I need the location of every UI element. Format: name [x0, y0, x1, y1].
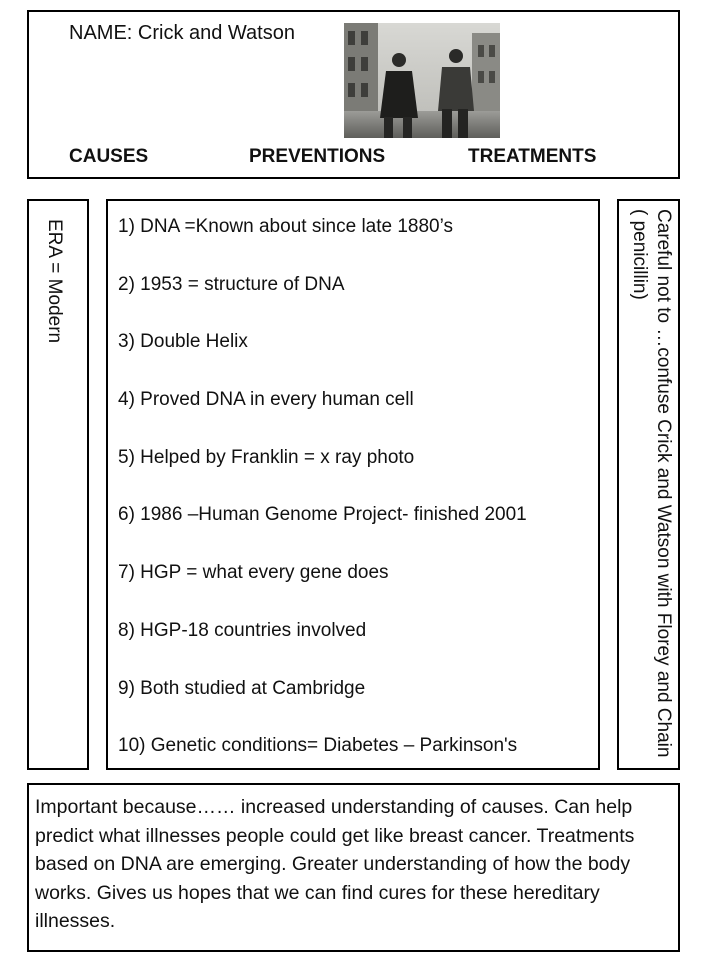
careful-note: Careful not to …confuse Crick and Watson… [629, 209, 674, 758]
fact-item: 6) 1986 –Human Genome Project- finished … [118, 504, 527, 526]
facts-panel: 1) DNA =Known about since late 1880’s 2)… [106, 199, 600, 770]
fact-item: 1) DNA =Known about since late 1880’s [118, 216, 454, 237]
crick-watson-photo [344, 23, 500, 138]
fact-item: 2) 1953 = structure of DNA [118, 273, 345, 295]
importance-panel: Important because…… increased understand… [27, 783, 680, 952]
facts-list: 1) DNA =Known about since late 1880’s 2)… [118, 215, 527, 792]
fact-item: 7) HGP = what every gene does [118, 562, 389, 584]
era-label: ERA = Modern [44, 219, 65, 344]
causes-heading: CAUSES [69, 146, 149, 167]
header-panel: NAME: Crick and Watson [27, 10, 680, 179]
treatments-heading: TREATMENTS [468, 146, 597, 167]
careful-panel: Careful not to …confuse Crick and Watson… [617, 199, 680, 770]
fact-item: 4) Proved DNA in every human cell [118, 389, 414, 411]
fact-item: 5) Helped by Franklin = x ray photo [118, 446, 415, 468]
fact-item: 9) Both studied at Cambridge [118, 677, 366, 699]
fact-item: 10) Genetic conditions= Diabetes – Parki… [118, 735, 518, 757]
preventions-heading: PREVENTIONS [249, 146, 386, 167]
fact-item: 3) Double Helix [118, 331, 248, 353]
name-label: NAME: Crick and Watson [69, 22, 295, 44]
era-panel: ERA = Modern [27, 199, 89, 770]
importance-text: Important because…… increased understand… [35, 796, 635, 932]
fact-item: 8) HGP-18 countries involved [118, 619, 367, 641]
